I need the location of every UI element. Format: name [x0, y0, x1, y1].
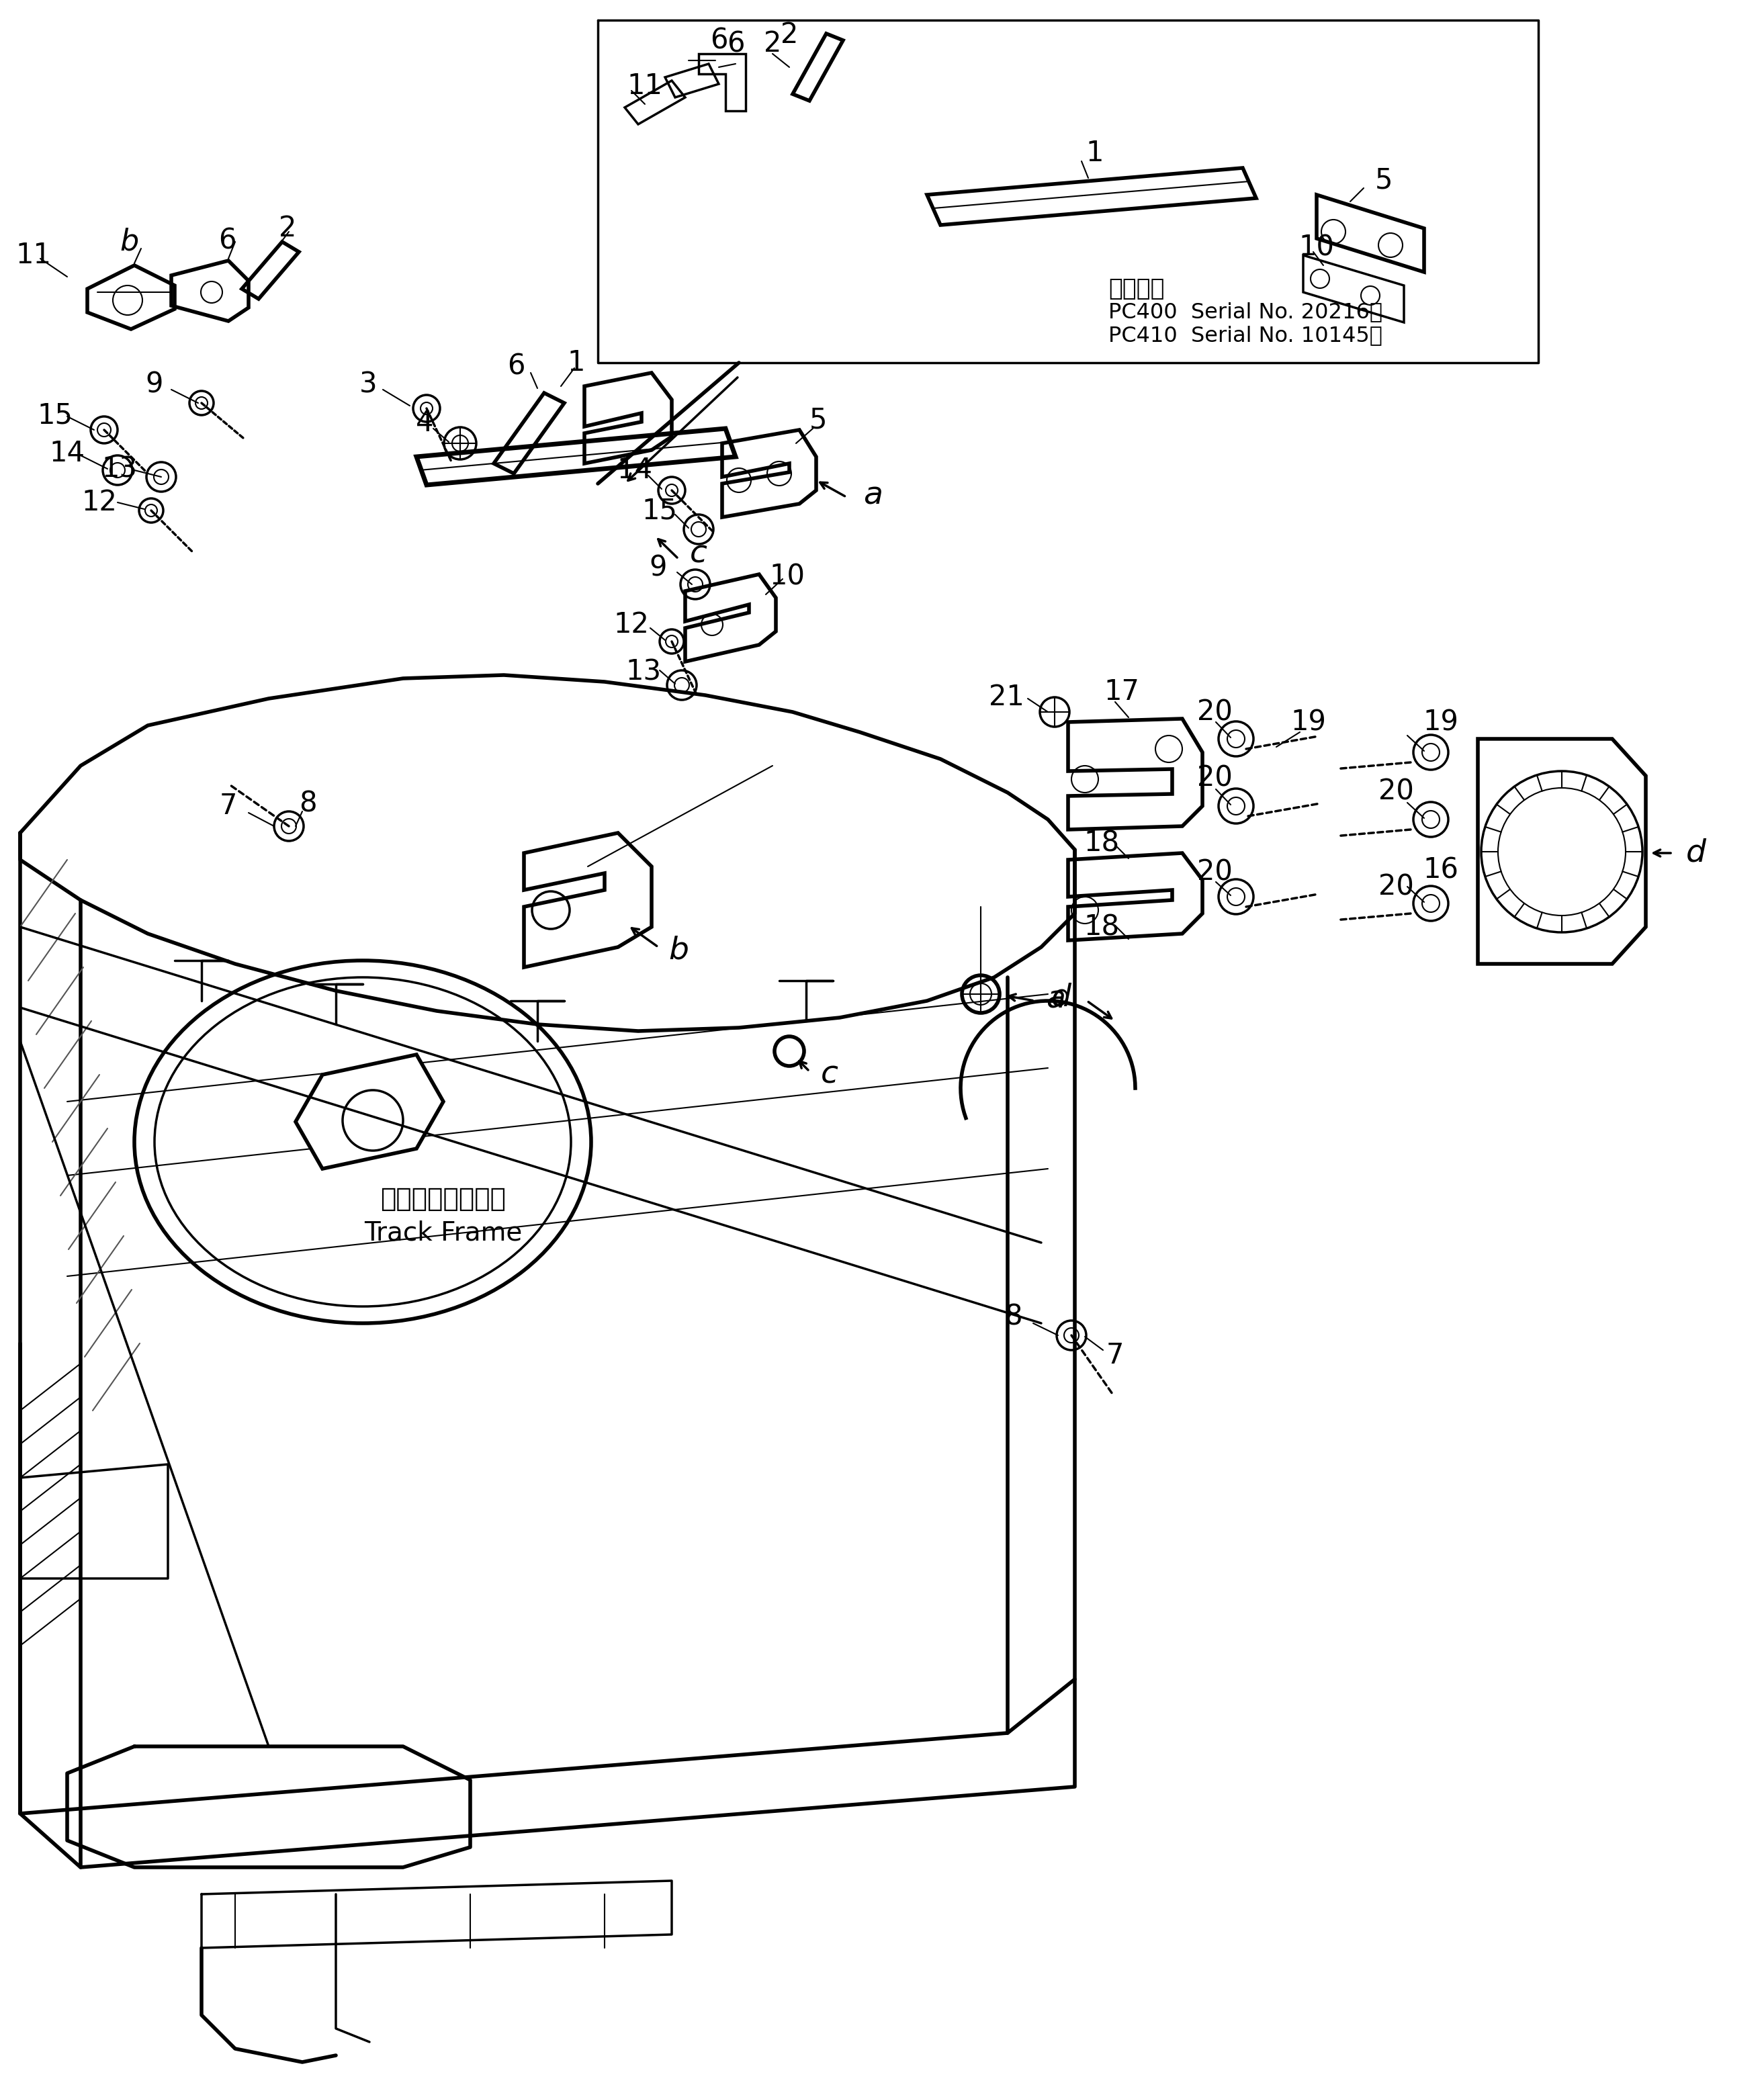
Text: 19: 19 [1424, 707, 1459, 737]
Text: c: c [690, 540, 707, 569]
Text: a: a [1046, 984, 1065, 1015]
Text: 18: 18 [1083, 829, 1120, 856]
Text: 15: 15 [642, 496, 677, 525]
Text: 8: 8 [298, 789, 316, 818]
Text: 4: 4 [416, 408, 434, 437]
Text: d: d [1686, 837, 1706, 869]
Text: 18: 18 [1083, 913, 1120, 942]
Text: 20: 20 [1378, 873, 1413, 900]
Text: 11: 11 [16, 241, 51, 270]
Text: 12: 12 [81, 488, 116, 517]
Text: 1: 1 [1087, 138, 1104, 167]
Text: 7: 7 [1106, 1342, 1124, 1369]
Text: 20: 20 [1196, 858, 1233, 885]
Text: 17: 17 [1104, 678, 1140, 705]
Text: 2: 2 [279, 213, 296, 243]
Polygon shape [524, 833, 651, 967]
Text: c: c [820, 1059, 838, 1090]
Text: 12: 12 [614, 611, 649, 638]
Text: 20: 20 [1196, 764, 1233, 791]
Text: d: d [1051, 982, 1071, 1013]
Text: 5: 5 [1374, 165, 1394, 195]
Text: 3: 3 [360, 370, 377, 398]
Text: 適用号機: 適用号機 [1108, 278, 1164, 299]
Text: 21: 21 [988, 682, 1025, 712]
Text: PC410  Serial No. 10145～: PC410 Serial No. 10145～ [1108, 324, 1383, 345]
Text: 10: 10 [1298, 232, 1334, 262]
Text: 9: 9 [649, 553, 667, 582]
Text: 11: 11 [626, 71, 663, 100]
Text: 20: 20 [1378, 777, 1413, 806]
Text: a: a [864, 481, 884, 511]
Text: 6: 6 [219, 226, 236, 255]
Polygon shape [296, 1055, 443, 1168]
Polygon shape [1478, 739, 1646, 965]
Text: Track Frame: Track Frame [365, 1220, 522, 1245]
Text: 1: 1 [568, 350, 586, 377]
Text: 13: 13 [102, 454, 138, 483]
Text: 9: 9 [146, 370, 164, 398]
Text: 14: 14 [49, 440, 85, 467]
Text: 8: 8 [1004, 1302, 1021, 1331]
Text: b: b [669, 936, 688, 965]
Text: 20: 20 [1196, 697, 1233, 726]
Text: b: b [120, 228, 139, 255]
Text: 16: 16 [1424, 856, 1459, 883]
Text: 7: 7 [219, 791, 236, 820]
Text: 6: 6 [506, 352, 526, 381]
Text: 2: 2 [764, 29, 781, 59]
Text: トラックフレーム: トラックフレーム [381, 1187, 506, 1212]
Text: 15: 15 [37, 402, 72, 429]
Text: 6: 6 [709, 27, 729, 54]
Text: 13: 13 [626, 657, 662, 687]
Text: 2: 2 [780, 21, 797, 48]
Text: 14: 14 [617, 456, 653, 483]
Text: 19: 19 [1291, 707, 1327, 737]
Text: 6: 6 [727, 29, 744, 59]
Text: 5: 5 [810, 406, 827, 433]
Text: PC400  Serial No. 20216～: PC400 Serial No. 20216～ [1108, 301, 1383, 322]
Text: 10: 10 [769, 563, 804, 590]
